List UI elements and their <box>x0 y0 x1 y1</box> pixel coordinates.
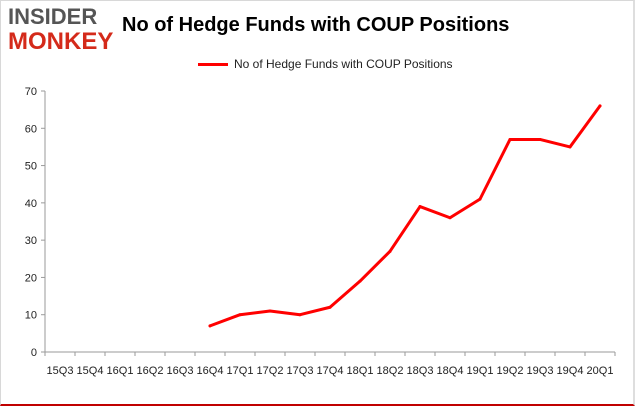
data-point <box>478 197 482 201</box>
x-tick-label: 17Q4 <box>317 365 344 377</box>
data-point <box>598 104 602 108</box>
data-point <box>538 137 542 141</box>
data-point <box>268 309 272 313</box>
logo-line-1: INSIDER <box>8 4 98 29</box>
y-tick-label: 10 <box>25 310 37 322</box>
data-point <box>418 205 422 209</box>
legend-swatch <box>198 62 228 66</box>
chart-title: No of Hedge Funds with COUP Positions <box>122 14 510 36</box>
x-tick-label: 16Q3 <box>167 365 194 377</box>
data-point <box>328 305 332 309</box>
x-tick-label: 17Q3 <box>287 365 314 377</box>
x-tick-label: 19Q3 <box>527 365 554 377</box>
data-point <box>238 313 242 317</box>
x-tick-label: 18Q2 <box>377 365 404 377</box>
x-tick-label: 17Q2 <box>257 365 284 377</box>
x-tick-label: 16Q1 <box>107 365 134 377</box>
y-tick-label: 60 <box>25 123 37 135</box>
chart-legend: No of Hedge Funds with COUP Positions <box>198 57 453 71</box>
x-tick-label: 15Q4 <box>77 365 104 377</box>
x-tick-label: 19Q2 <box>497 365 524 377</box>
legend-label: No of Hedge Funds with COUP Positions <box>234 57 453 71</box>
y-tick-label: 70 <box>25 86 37 98</box>
x-tick-label: 18Q1 <box>347 365 374 377</box>
logo-line-2: MONKEY <box>8 28 114 55</box>
data-point <box>568 145 572 149</box>
series-line <box>208 104 602 328</box>
data-point <box>448 216 452 220</box>
x-tick-label: 18Q3 <box>407 365 434 377</box>
x-tick-label: 16Q4 <box>197 365 224 377</box>
y-tick-label: 50 <box>25 161 37 173</box>
data-point <box>358 279 362 283</box>
data-point <box>388 249 392 253</box>
data-point <box>508 137 512 141</box>
y-tick-label: 0 <box>31 347 37 359</box>
x-tick-label: 17Q1 <box>227 365 254 377</box>
y-tick-label: 30 <box>25 235 37 247</box>
data-point <box>208 324 212 328</box>
x-tick-label: 18Q4 <box>437 365 464 377</box>
x-tick-label: 15Q3 <box>47 365 74 377</box>
data-point <box>298 313 302 317</box>
y-tick-label: 20 <box>25 272 37 284</box>
insider-monkey-logo: INSIDER MONKEY <box>8 6 120 56</box>
x-tick-label: 19Q1 <box>467 365 494 377</box>
x-tick-label: 20Q1 <box>587 365 614 377</box>
y-tick-label: 40 <box>25 198 37 210</box>
x-tick-label: 19Q4 <box>557 365 584 377</box>
x-tick-label: 16Q2 <box>137 365 164 377</box>
